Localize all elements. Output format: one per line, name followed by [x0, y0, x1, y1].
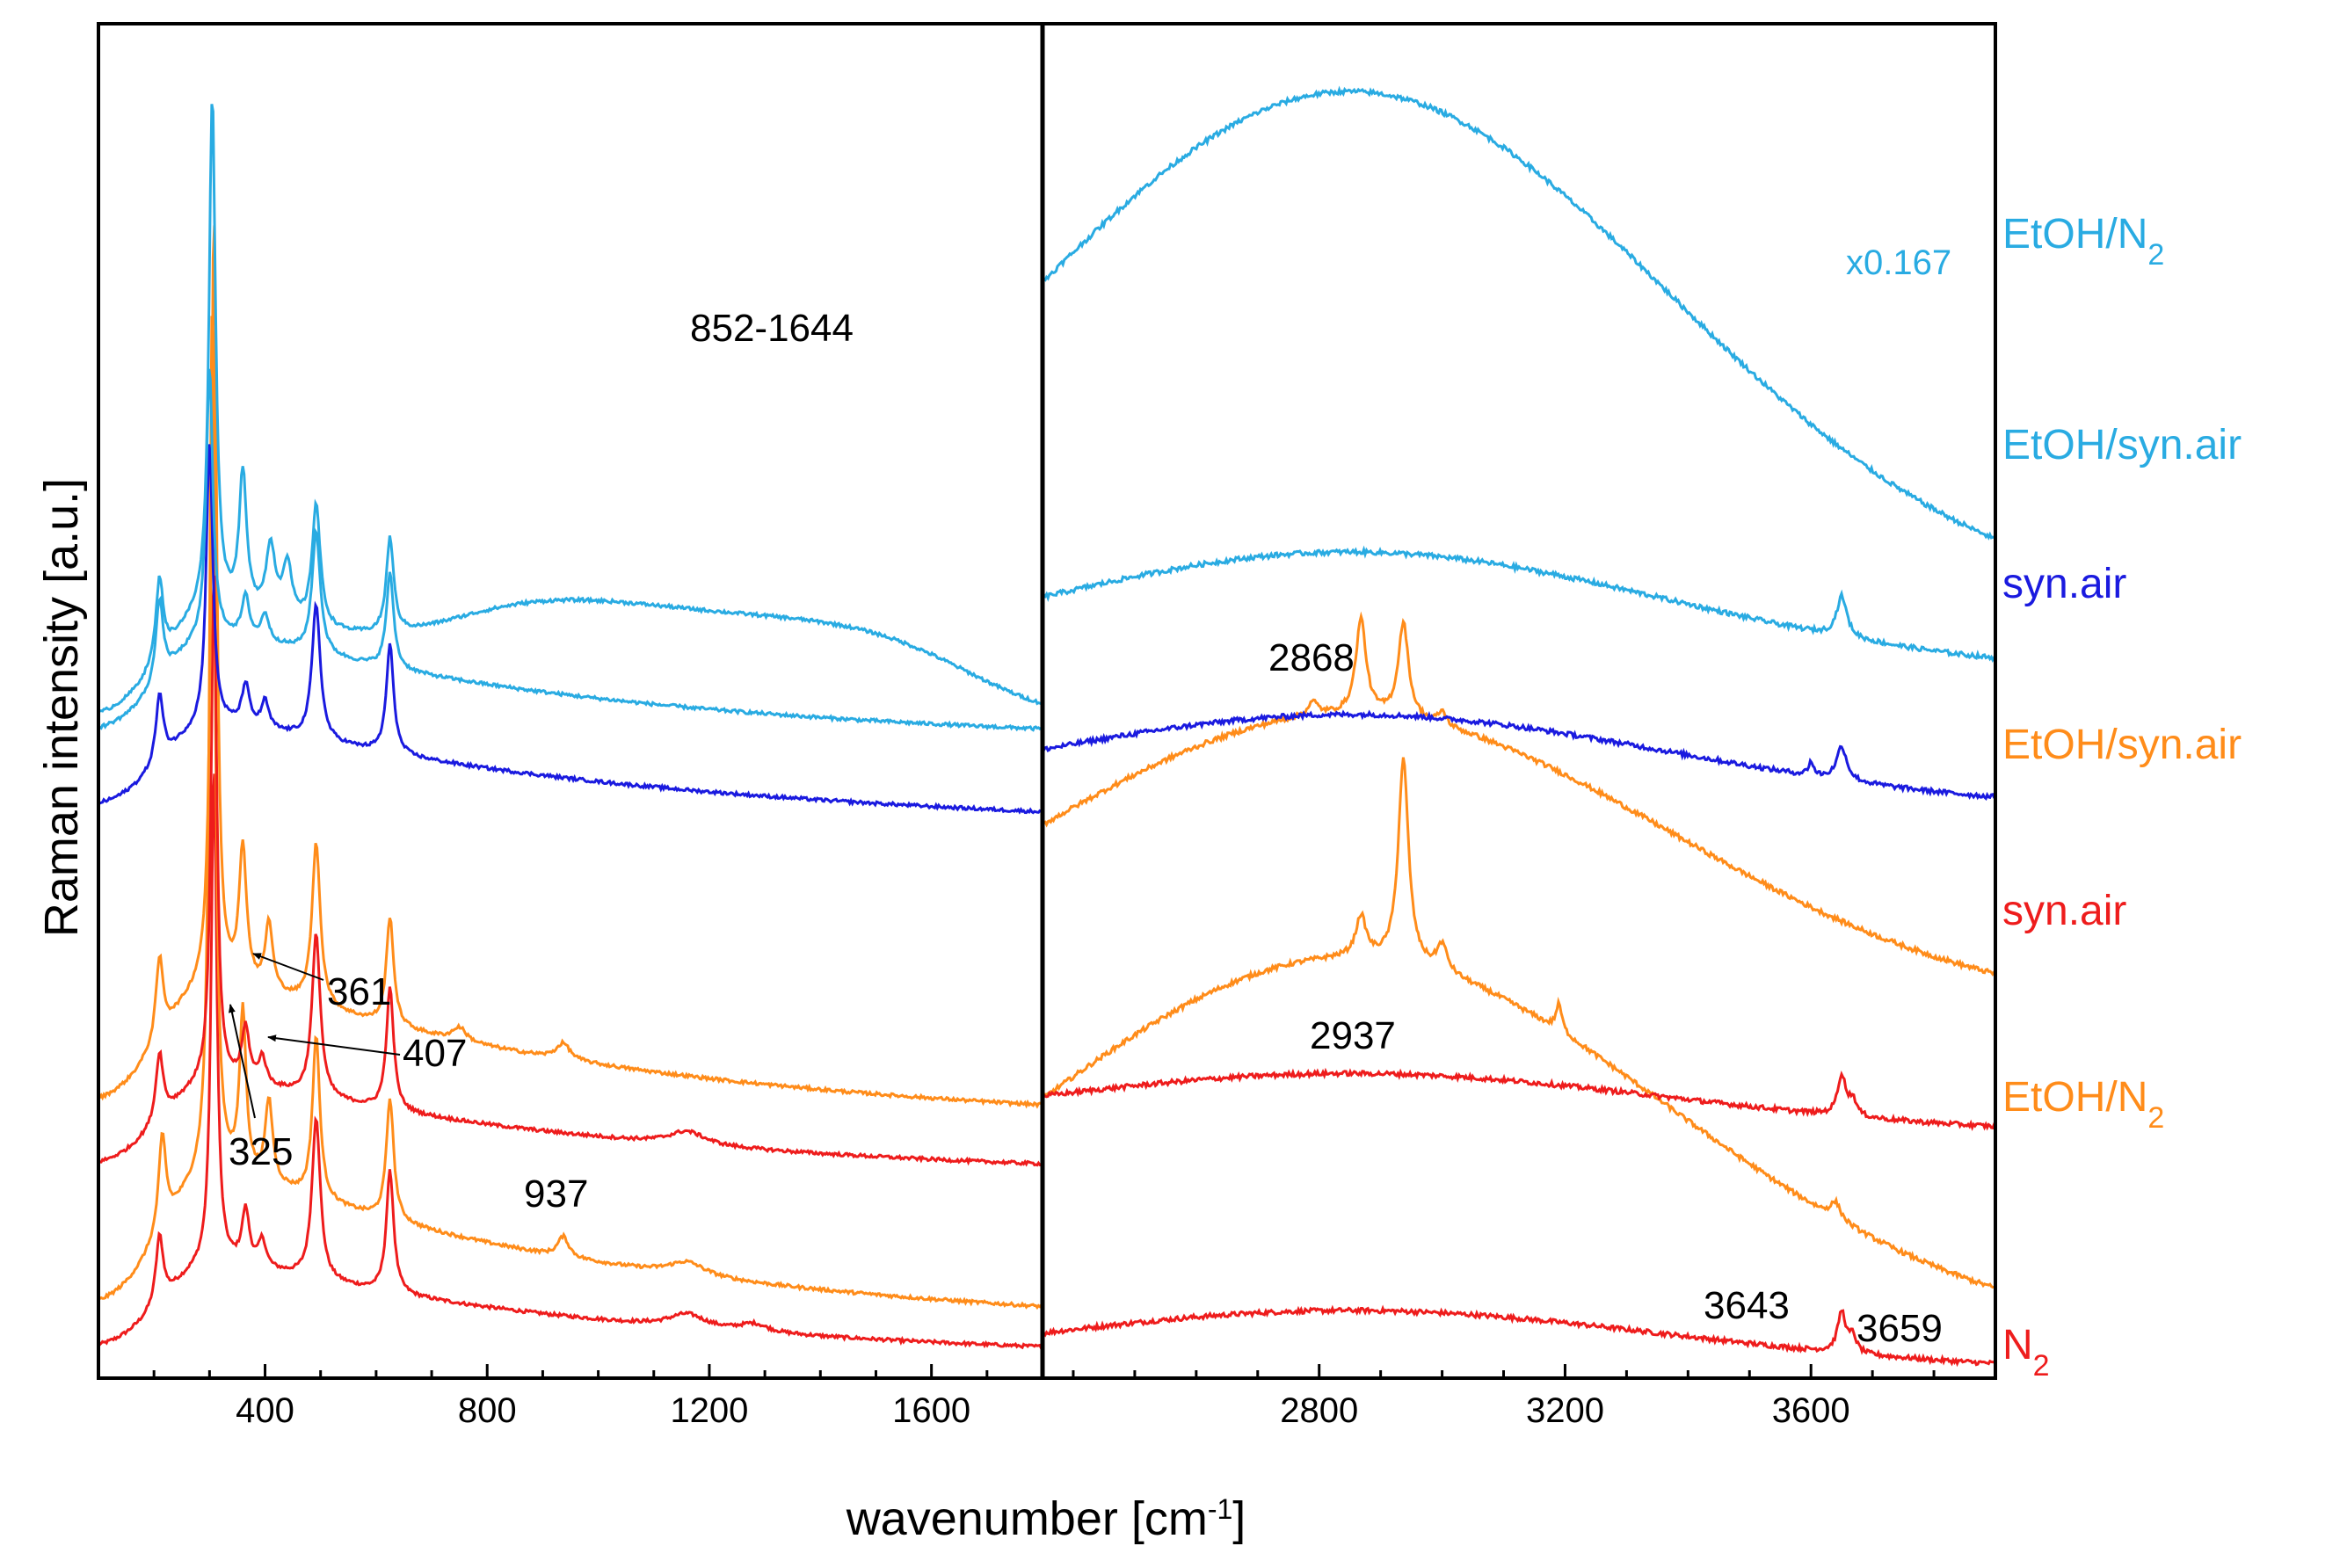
- x-tick-label-right-2800: 2800: [1280, 1391, 1358, 1430]
- series-line-n2-0-right: [1042, 1304, 1997, 1368]
- x-tick-label-right-3600: 3600: [1772, 1391, 1850, 1430]
- series-label-etoh-synair-orange: EtOH/syn.air: [2002, 722, 2242, 768]
- series-line-syn-air-2-left: [98, 575, 1044, 1167]
- series-line-etoh-n2-1-left: [98, 316, 1044, 1310]
- x-axis-title-sup: -1: [1208, 1493, 1232, 1525]
- spectra-curves: [97, 85, 1997, 1368]
- x-tick-label-right-3200: 3200: [1526, 1391, 1604, 1430]
- series-label-etoh-n2-orange: EtOH/N2: [2002, 1074, 2164, 1135]
- series-label-etoh-n2-blue: EtOH/N2: [2002, 211, 2164, 272]
- x-axis-title-base: wavenumber [cm: [846, 1492, 1208, 1545]
- x-axis-title: wavenumber [cm-1]: [846, 1492, 1246, 1545]
- annotation-325: 325: [229, 1130, 293, 1173]
- arrow-325: [229, 1004, 256, 1119]
- annotation-3643: 3643: [1704, 1284, 1790, 1327]
- series-label-etoh-synair-blue: EtOH/syn.air: [2002, 422, 2242, 468]
- annotation-3659: 3659: [1857, 1307, 1943, 1350]
- annotation-361: 361: [327, 970, 391, 1013]
- arrow-407: [267, 1034, 401, 1056]
- series-label-synair-blue: syn.air: [2002, 561, 2126, 607]
- plot-frame: [97, 22, 1997, 1380]
- annotation-937: 937: [524, 1172, 588, 1216]
- series-line-syn-air-2-right: [1041, 1067, 1997, 1132]
- x-tick-label-left-400: 400: [236, 1391, 294, 1430]
- series-line-etoh-syn-air-5-right: [1041, 545, 1997, 664]
- y-axis-title: Raman intensity [a.u.]: [35, 478, 88, 937]
- series-line-etoh-n2-6-right: [1042, 85, 1997, 541]
- series-line-etoh-n2-1-right: [1041, 757, 1996, 1289]
- series-line-n2-0-left: [98, 773, 1043, 1350]
- series-label-n2-red: N2: [2002, 1322, 2050, 1383]
- x-tick-label-left-1600: 1600: [892, 1391, 970, 1430]
- series-line-etoh-syn-air-3-right: [1041, 611, 1996, 977]
- series-line-syn-air-4-left: [97, 444, 1043, 815]
- scale-factor-label: x0.167: [1846, 243, 1951, 282]
- annotation-407: 407: [403, 1032, 467, 1075]
- annotation-2937: 2937: [1310, 1014, 1396, 1057]
- annotation-852-1644: 852-1644: [690, 307, 854, 350]
- x-ticks: 400 800 1200 1600 2800 3200 3600: [97, 1364, 1997, 1430]
- x-axis-title-close: ]: [1232, 1492, 1246, 1545]
- annotation-2868: 2868: [1268, 636, 1355, 679]
- x-tick-label-left-800: 800: [458, 1391, 517, 1430]
- series-line-syn-air-4-right: [1041, 709, 1997, 801]
- arrow-361: [252, 953, 324, 981]
- series-label-synair-red: syn.air: [2002, 888, 2126, 934]
- x-tick-label-left-1200: 1200: [670, 1391, 748, 1430]
- series-line-etoh-syn-air-3-left: [97, 225, 1043, 1109]
- series-line-etoh-syn-air-5-left: [98, 368, 1044, 732]
- series-line-etoh-n2-6-left: [97, 104, 1043, 715]
